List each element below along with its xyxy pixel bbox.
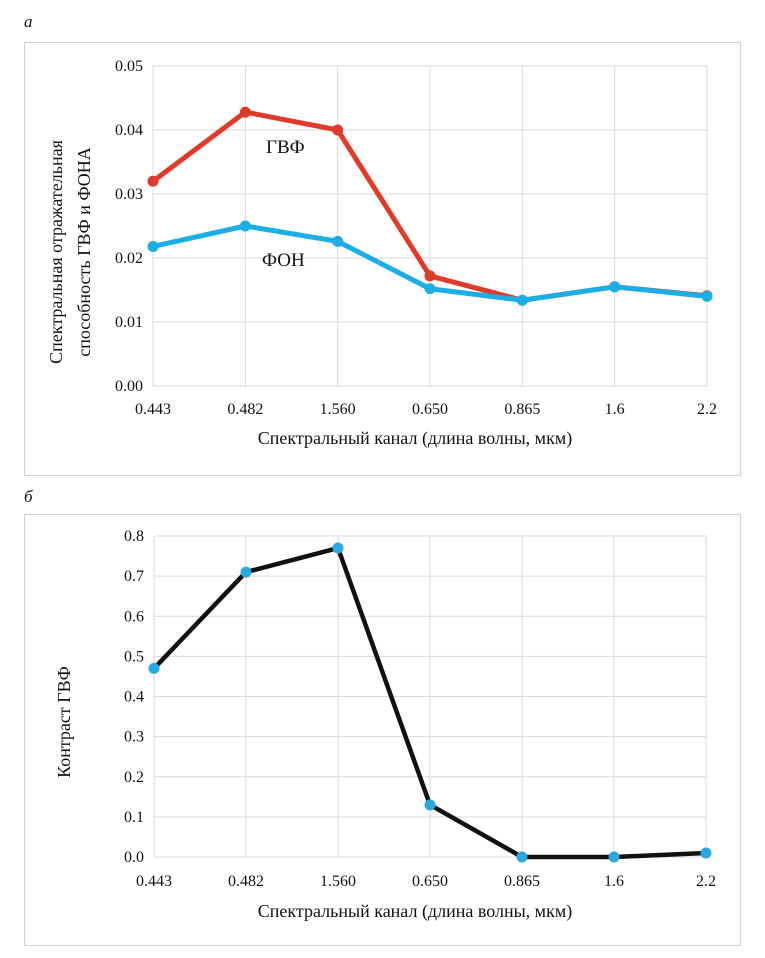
x-tick-label: 0.650 (412, 401, 448, 418)
chart-b-frame (24, 514, 741, 946)
data-point (424, 270, 436, 282)
data-point (148, 662, 160, 674)
y-tick-label: 0.8 (124, 528, 144, 545)
x-tick-label: 2.2 (697, 401, 717, 418)
data-point (147, 175, 159, 187)
y-tick-label: 0.2 (124, 769, 144, 786)
data-point (700, 847, 712, 859)
data-point (332, 235, 344, 247)
data-point (516, 294, 528, 306)
x-tick-label: 2.2 (696, 873, 716, 890)
y-tick-label: 0.4 (124, 689, 144, 706)
data-point (424, 283, 436, 295)
chart-a-frame (24, 42, 741, 476)
y-tick-label: 0.3 (124, 729, 144, 746)
y-tick-label: 0.7 (124, 568, 144, 585)
x-tick-label: 0.865 (504, 401, 540, 418)
x-tick-label: 1.560 (320, 401, 356, 418)
y-tick-label: 0.6 (124, 608, 144, 625)
x-tick-label: 1.560 (320, 873, 356, 890)
y-tick-label: 0.03 (115, 186, 143, 203)
data-point (609, 281, 621, 293)
y-tick-label: 0.04 (115, 122, 143, 139)
y-axis-title: Спектральная отражательная (46, 140, 66, 364)
data-point (608, 851, 620, 863)
panel-letter-a: а (24, 12, 33, 31)
series-label-1: ФОН (262, 250, 305, 271)
chart-0: 0.00 0.01 0.02 0.03 0.04 0.05 0.443 0.482 1.560 0… (46, 58, 717, 449)
panel-letter-b: б (24, 487, 33, 506)
x-tick-label: 0.865 (504, 873, 540, 890)
x-tick-label: 1.6 (604, 873, 624, 890)
data-point (332, 542, 344, 554)
y-tick-label: 0.5 (124, 648, 144, 665)
chart-1: 0.0 0.1 0.2 0.3 0.4 0.5 0.6 0.7 0.8 0.443 0.482 1.5… (54, 528, 716, 922)
x-tick-label: 0.443 (135, 401, 171, 418)
data-point (239, 106, 251, 118)
x-axis-title: Спектральный канал (длина волны, мкм) (258, 901, 572, 922)
data-point (332, 124, 344, 136)
data-point (240, 566, 252, 578)
data-point (147, 240, 159, 252)
x-tick-label: 0.443 (136, 873, 172, 890)
x-tick-label: 1.6 (605, 401, 625, 418)
data-point (424, 799, 436, 811)
y-tick-label: 0.0 (124, 849, 144, 866)
x-tick-label: 0.482 (227, 401, 263, 418)
y-tick-label: 0.02 (115, 250, 143, 267)
y-tick-label: 0.01 (115, 314, 143, 331)
series-label-0: ГВФ (266, 137, 305, 158)
y-tick-label: 0.00 (115, 378, 143, 395)
x-tick-label: 0.482 (228, 873, 264, 890)
data-point (701, 290, 713, 302)
y-axis-title: Контраст ГВФ (54, 666, 74, 778)
y-tick-label: 0.1 (124, 809, 144, 826)
x-tick-label: 0.650 (412, 873, 448, 890)
y-axis-title: способность ГВФ и ФОНА (74, 147, 94, 357)
data-point (239, 220, 251, 232)
data-point (516, 851, 528, 863)
x-axis-title: Спектральный канал (длина волны, мкм) (258, 428, 572, 449)
y-tick-label: 0.05 (115, 58, 143, 75)
